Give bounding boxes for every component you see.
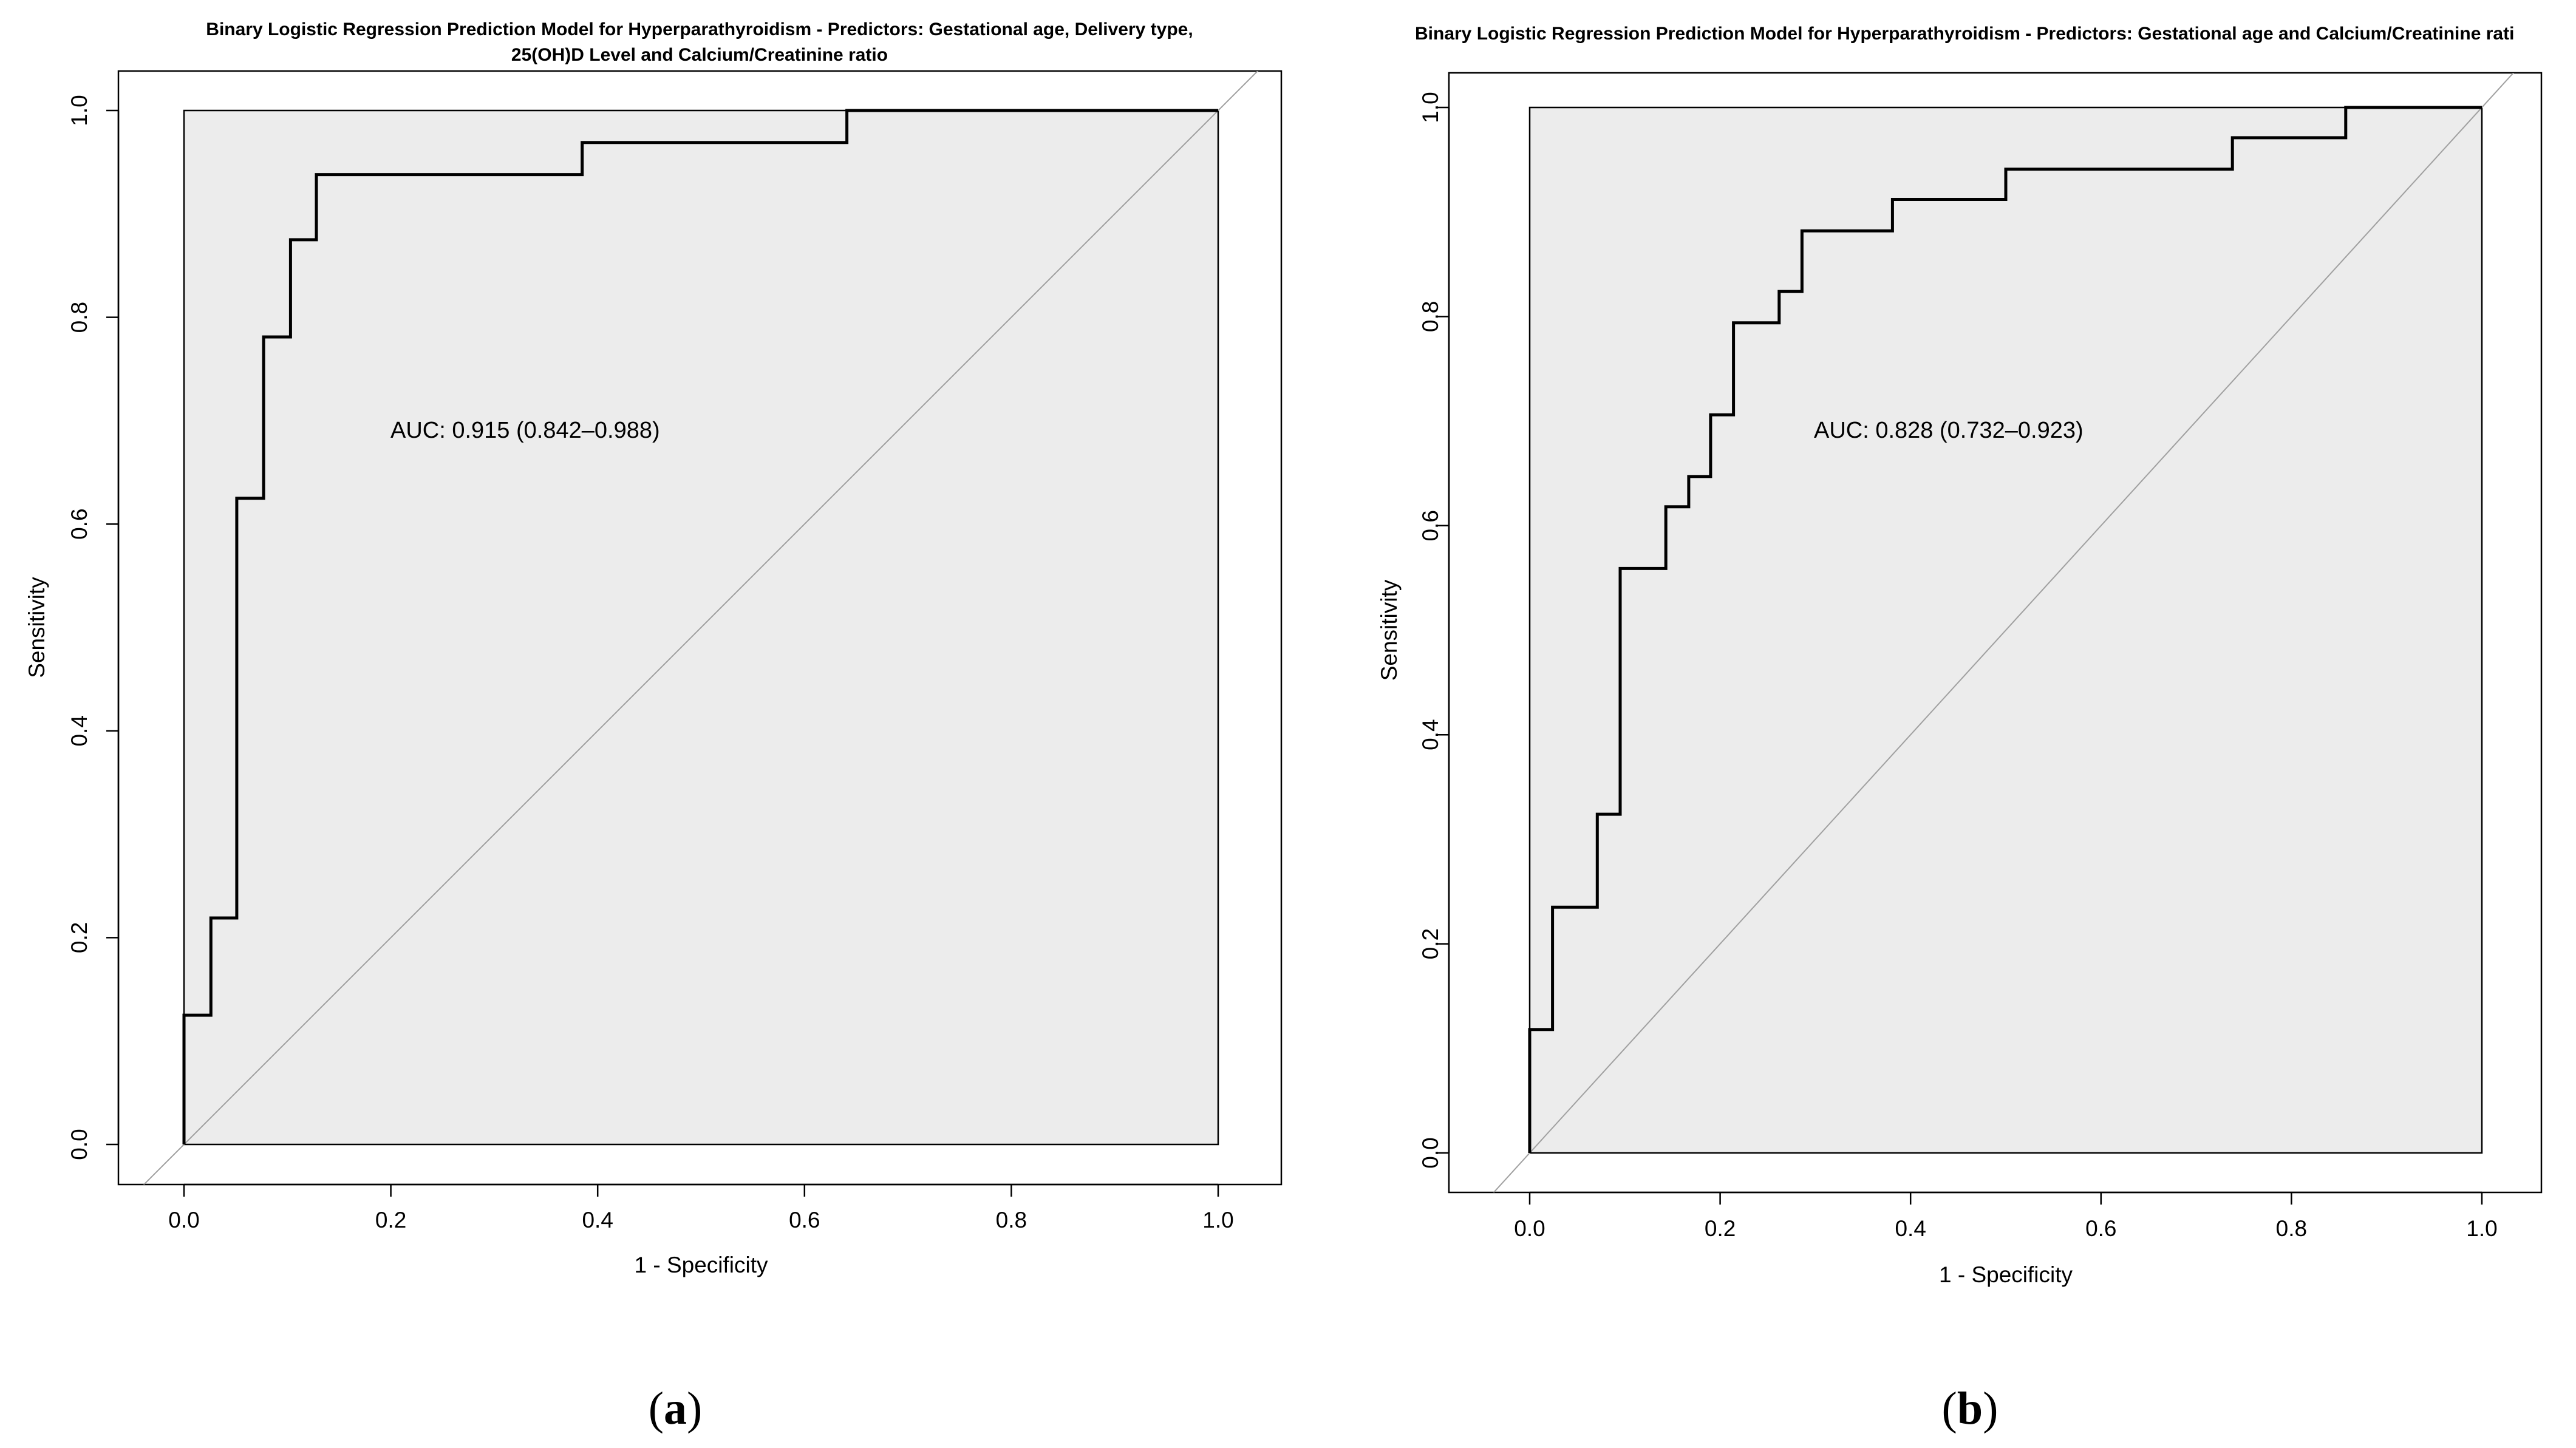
auc-annotation: AUC: 0.915 (0.842–0.988): [390, 418, 660, 443]
chart-title-line: Binary Logistic Regression Prediction Mo…: [206, 19, 1193, 39]
x-axis-label: 1 - Specificity: [1939, 1262, 2073, 1287]
x-tick-label: 0.4: [582, 1208, 613, 1232]
x-tick-label: 1.0: [1202, 1208, 1233, 1232]
x-tick-label: 1.0: [2466, 1216, 2497, 1241]
panel-letter: b: [1957, 1383, 1983, 1434]
panel-letter: a: [664, 1383, 687, 1434]
x-tick-label: 0.6: [789, 1208, 820, 1232]
x-tick-label: 0.6: [2085, 1216, 2116, 1241]
x-tick-label: 0.0: [168, 1208, 199, 1232]
chart-title-line: Binary Logistic Regression Prediction Mo…: [1415, 24, 2514, 44]
panel-label: (a): [649, 1383, 703, 1434]
roc-curve: [182, 109, 1218, 1144]
y-tick-label: 0.2: [67, 922, 92, 953]
x-tick-label: 0.0: [1514, 1216, 1545, 1241]
y-tick-label: 0.2: [1418, 928, 1443, 959]
y-tick-label: 0.0: [1418, 1137, 1443, 1168]
y-axis-label: Sensitivity: [24, 577, 49, 678]
x-axis-label: 1 - Specificity: [634, 1253, 768, 1277]
panel-paren: (: [1942, 1383, 1957, 1434]
x-tick-label: 0.8: [996, 1208, 1027, 1232]
y-axis-label: Sensitivity: [1377, 579, 1402, 681]
x-tick-label: 0.2: [1705, 1216, 1736, 1241]
roc-panel-b: 0.0 0.2 0.4 0.6 0.8 1.0 0.0 0.2 0.4 0.6 0.8 1.0 1 - …: [1377, 24, 2543, 1434]
y-tick-label: 0.4: [1418, 719, 1443, 750]
x-tick-label: 0.8: [2276, 1216, 2307, 1241]
chart-title-line: 25(OH)D Level and Calcium/Creatinine rat…: [511, 45, 888, 65]
auc-annotation: AUC: 0.828 (0.732–0.923): [1814, 418, 2084, 443]
y-tick-label: 0.8: [67, 302, 92, 333]
y-tick-label: 0.4: [67, 715, 92, 746]
reference-diagonal: [143, 71, 1259, 1185]
reference-diagonal: [1493, 73, 2515, 1192]
y-tick-label: 1.0: [67, 95, 92, 126]
roc-panel-a: 0.0 0.2 0.4 0.6 0.8 1.0 0.0 0.2 0.4 0.6 0.8 1.0 1 - …: [24, 19, 1283, 1434]
panel-paren: ): [687, 1383, 702, 1434]
panel-paren: (: [649, 1383, 664, 1434]
y-tick-label: 0.6: [67, 508, 92, 539]
y-tick-label: 0.0: [67, 1129, 92, 1160]
panel-label: (b): [1942, 1383, 1998, 1434]
x-tick-label: 0.4: [1895, 1216, 1926, 1241]
y-tick-label: 0.8: [1418, 301, 1443, 332]
panel-paren: ): [1983, 1383, 1998, 1434]
x-tick-label: 0.2: [375, 1208, 406, 1232]
roc-curve: [1528, 106, 2482, 1153]
y-tick-label: 1.0: [1418, 92, 1443, 123]
y-tick-label: 0.6: [1418, 510, 1443, 541]
